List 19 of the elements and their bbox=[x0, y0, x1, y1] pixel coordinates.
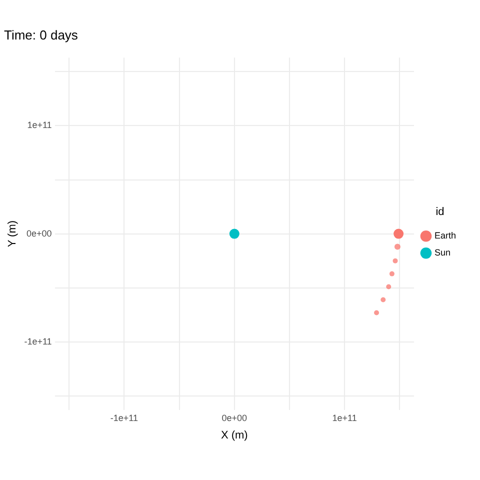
point bbox=[392, 258, 398, 264]
point bbox=[394, 244, 400, 250]
point bbox=[374, 310, 380, 316]
legend-label: Earth bbox=[434, 230, 456, 241]
legend-label: Sun bbox=[434, 248, 451, 258]
point bbox=[229, 228, 240, 239]
x-tick-label: 1e+11 bbox=[332, 412, 357, 423]
y-tick-label: -1e+11 bbox=[24, 336, 52, 346]
y-tick-label: 1e+11 bbox=[27, 120, 52, 130]
point bbox=[389, 271, 394, 276]
legend-title: id bbox=[436, 206, 444, 218]
point bbox=[386, 284, 392, 290]
x-tick-label: 0e+00 bbox=[222, 412, 248, 423]
x-axis-title: X (m) bbox=[220, 429, 248, 442]
y-tick-label: 0e+00 bbox=[26, 228, 52, 238]
chart-title: Time: 0 days bbox=[4, 27, 78, 42]
x-tick-label: -1e+11 bbox=[110, 412, 138, 423]
point bbox=[380, 297, 386, 302]
y-axis-title: Y (m) bbox=[6, 220, 19, 248]
